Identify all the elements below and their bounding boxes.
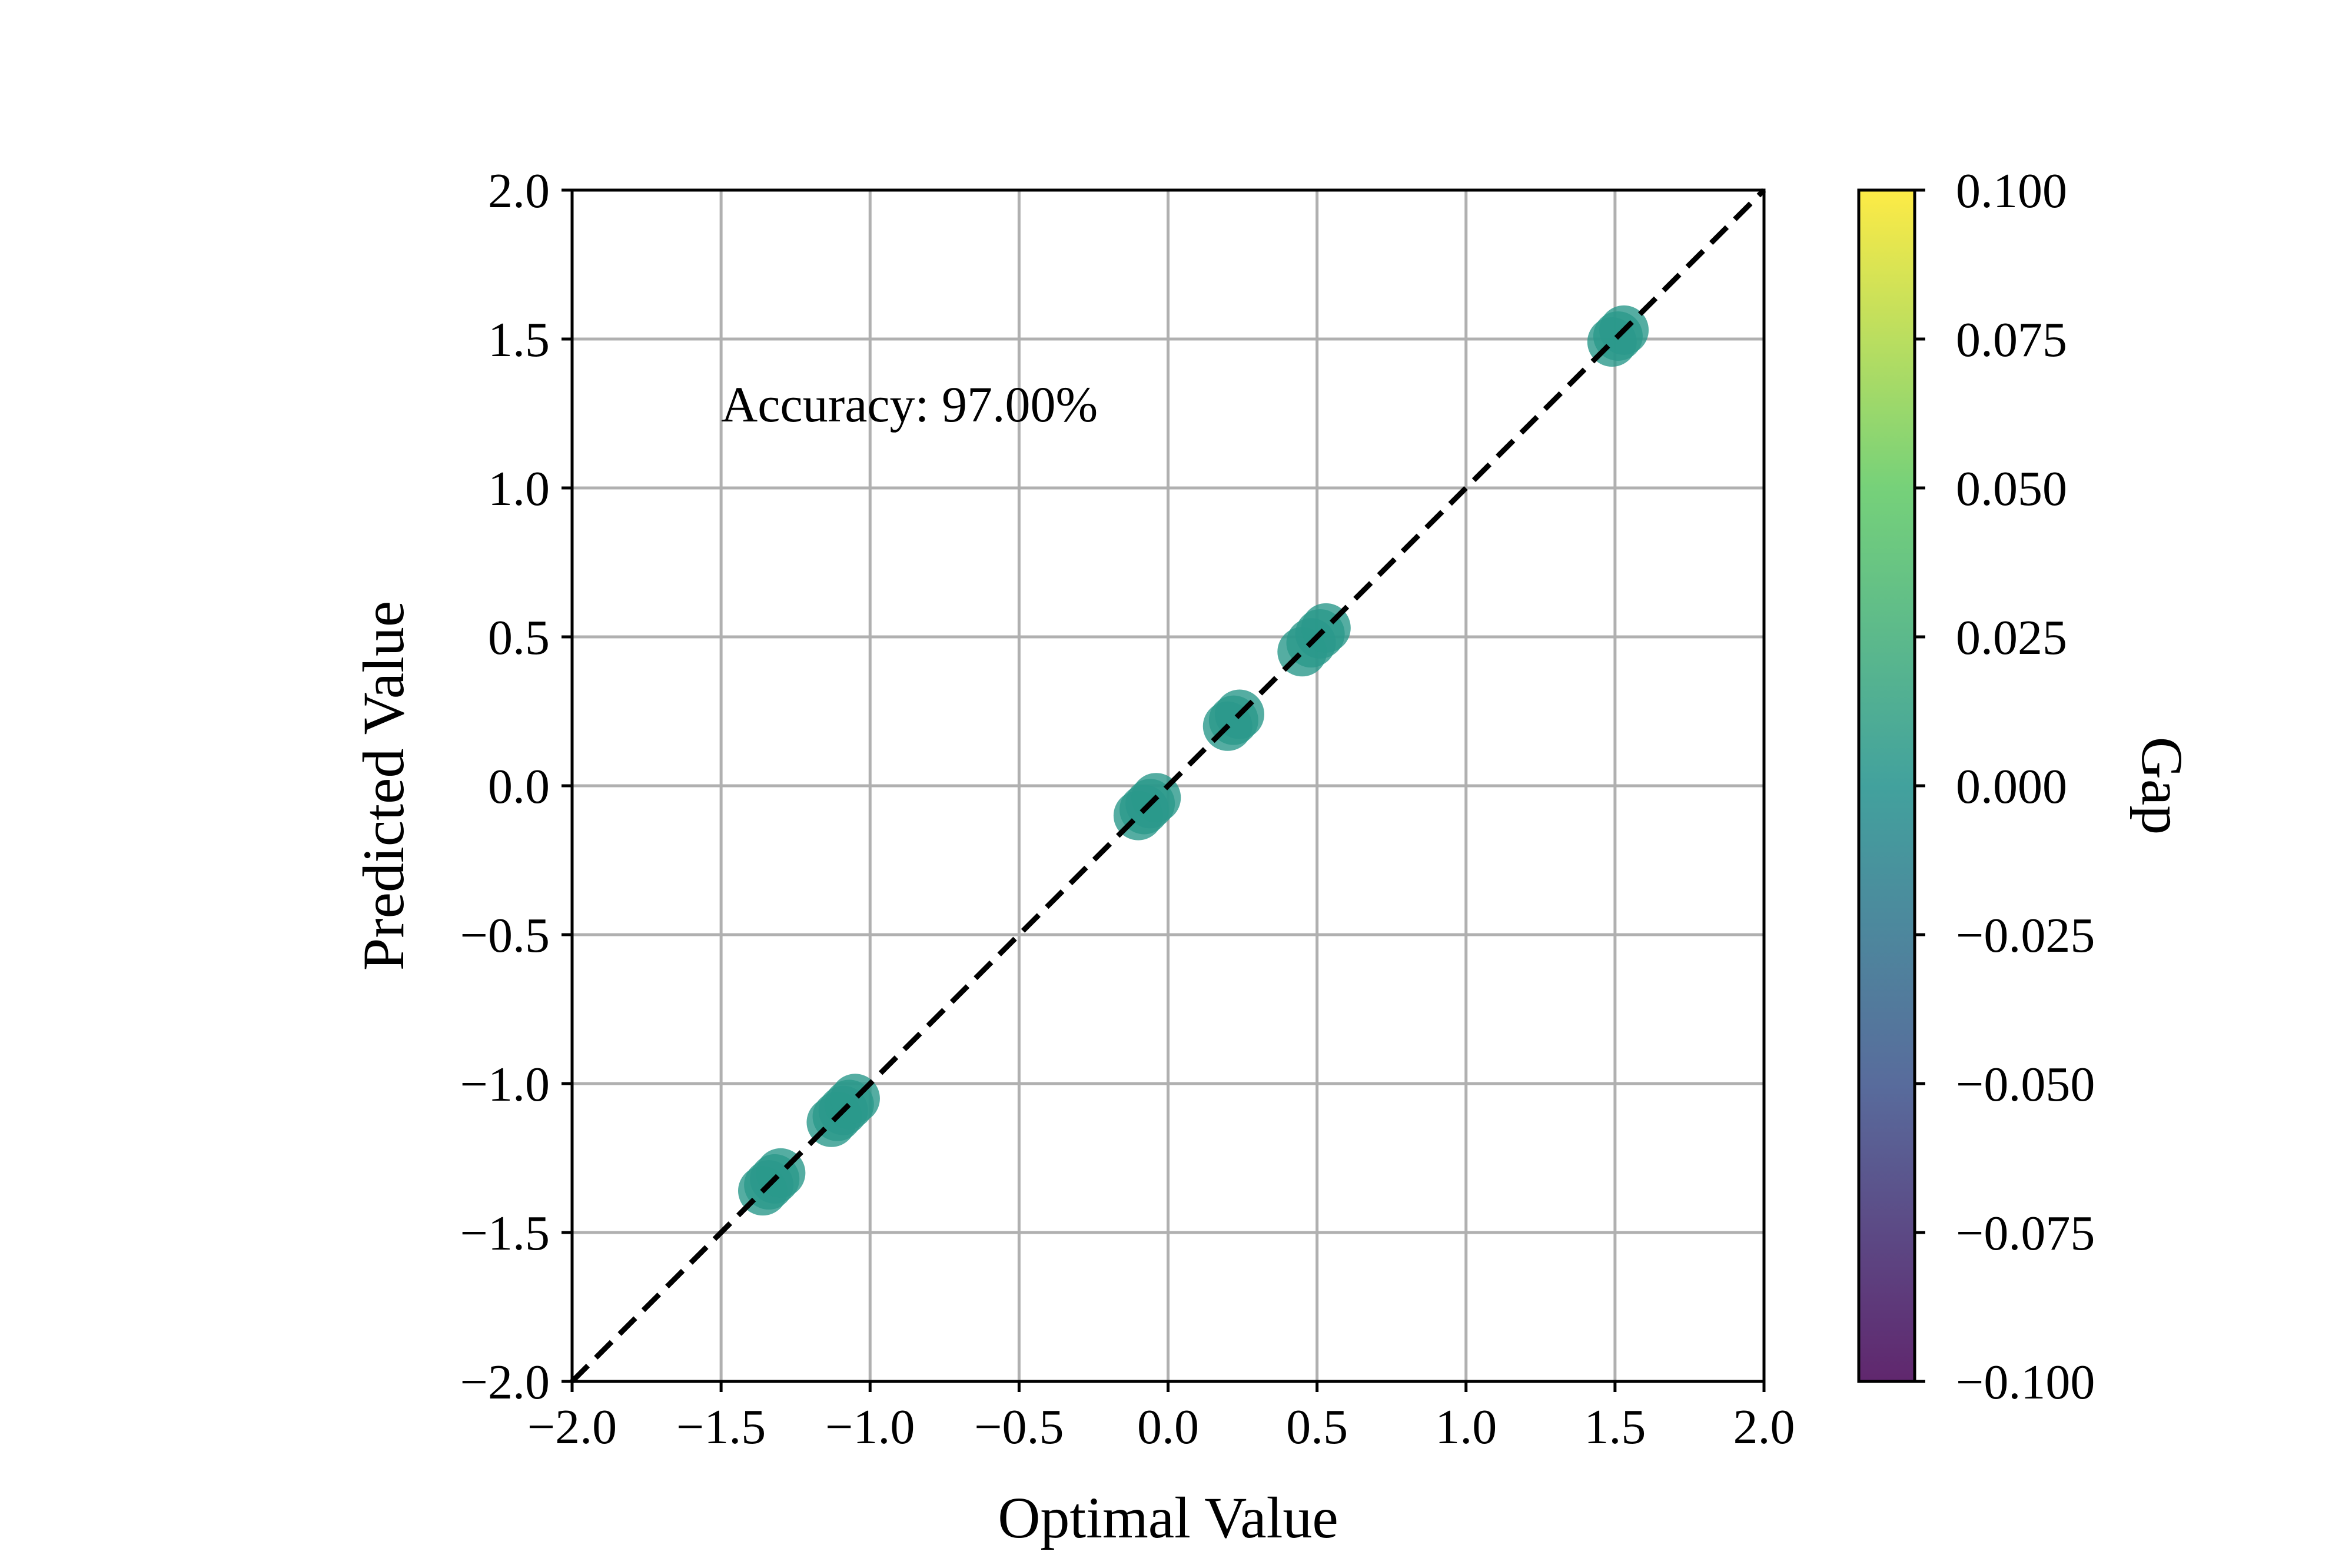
y-tick-label: 0.0 [488, 759, 550, 814]
y-tick-label: −1.5 [460, 1206, 550, 1261]
y-tick-label: 0.5 [488, 610, 550, 665]
colorbar-tick-label: 0.100 [1956, 164, 2067, 218]
colorbar-label: Gap [2130, 737, 2195, 835]
accuracy-annotation: Accuracy: 97.00% [721, 376, 1098, 433]
colorbar-tick-label: 0.025 [1956, 610, 2067, 665]
colorbar-tick-label: −0.075 [1956, 1206, 2095, 1261]
colorbar-tick-label: −0.100 [1956, 1355, 2095, 1410]
y-tick-label: −0.5 [460, 908, 550, 963]
colorbar-tick-label: 0.000 [1956, 759, 2067, 814]
x-axis-ticks: −2.0 −1.5 −1.0 −0.5 0.0 0.5 1.0 1.5 2.0 [527, 1381, 1795, 1454]
x-tick-label: −1.5 [676, 1400, 766, 1454]
x-tick-label: −1.0 [825, 1400, 915, 1454]
colorbar-tick-label: 0.075 [1956, 313, 2067, 367]
x-tick-label: 1.5 [1584, 1400, 1646, 1454]
x-tick-label: −2.0 [527, 1400, 617, 1454]
colorbar-tick-label: 0.050 [1956, 461, 2067, 516]
y-tick-label: −1.0 [460, 1057, 550, 1112]
y-tick-label: 1.5 [488, 313, 550, 367]
colorbar-tick-label: −0.025 [1956, 908, 2095, 963]
x-axis-label: Optimal Value [998, 1485, 1338, 1550]
colorbar-ticks: 0.100 0.075 0.050 0.025 0.000 −0.025 −0.050 −0.… [1915, 164, 2095, 1410]
x-tick-label: 0.0 [1137, 1400, 1199, 1454]
x-tick-label: 0.5 [1286, 1400, 1348, 1454]
colorbar-tick-label: −0.050 [1956, 1057, 2095, 1112]
x-tick-label: 2.0 [1733, 1400, 1795, 1454]
reference-line [570, 188, 1766, 1384]
y-axis-label: Predicted Value [351, 601, 416, 971]
y-tick-label: 2.0 [488, 164, 550, 218]
y-tick-label: 1.0 [488, 461, 550, 516]
y-tick-label: −2.0 [460, 1355, 550, 1410]
y-axis-ticks: −2.0 −1.5 −1.0 −0.5 0.0 0.5 1.0 1.5 2.0 [460, 164, 572, 1410]
x-tick-label: −0.5 [974, 1400, 1064, 1454]
colorbar [1857, 188, 1916, 1383]
x-tick-label: 1.0 [1435, 1400, 1497, 1454]
